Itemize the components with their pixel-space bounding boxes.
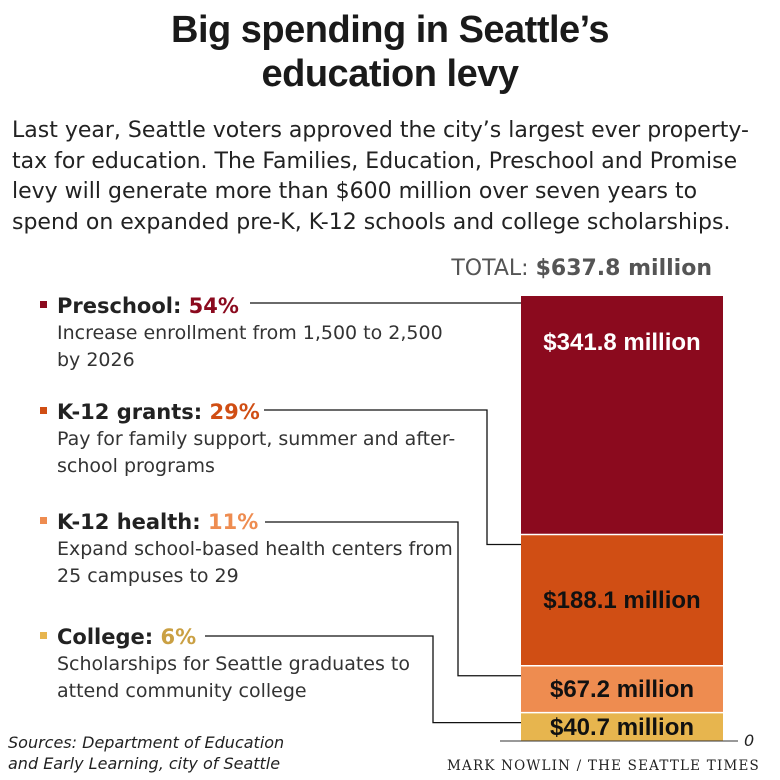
- bar-segments: [521, 296, 723, 741]
- credit-line: MARK NOWLIN / THE SEATTLE TIMES: [447, 758, 760, 774]
- zero-label: 0: [744, 731, 754, 750]
- label-college: $40.7 million: [550, 714, 694, 741]
- value-labels: $341.8 million $188.1 million $67.2 millio…: [543, 329, 700, 741]
- preschool-description: Increase enrollment from 1,500 to 2,500 …: [57, 322, 443, 371]
- k12-health-name: K-12 health:: [57, 510, 201, 534]
- k12-grants-percent: 29%: [209, 400, 260, 424]
- k12-health-bullet: [40, 516, 47, 524]
- intro-text: Last year, Seattle voters approved the c…: [12, 118, 749, 235]
- preschool-name: Preschool:: [57, 294, 182, 318]
- title-line-1: Big spending in Seattle’s: [171, 9, 609, 51]
- total-label-group: TOTAL: $637.8 million: [451, 256, 712, 281]
- category-college: College: 6% Scholarships for Seattle gra…: [40, 623, 460, 705]
- k12-grants-name: K-12 grants:: [57, 400, 203, 424]
- preschool-percent: 54%: [188, 294, 239, 318]
- bar-preschool: [521, 296, 723, 535]
- category-preschool: Preschool: 54% Increase enrollment from …: [40, 292, 460, 374]
- leader-line: [264, 409, 521, 546]
- chart-title: Big spending in Seattle’s education levy: [0, 8, 780, 96]
- total-value: $637.8 million: [535, 256, 712, 281]
- sources-note: Sources: Department of Education and Ear…: [8, 733, 285, 773]
- college-bullet: [40, 631, 47, 639]
- preschool-bullet: [40, 300, 47, 308]
- bar-college: [521, 712, 723, 741]
- college-percent: 6%: [160, 625, 197, 649]
- leader-lines: [205, 302, 521, 724]
- college-description: Scholarships for Seattle graduates to at…: [57, 653, 411, 702]
- category-k12-health: K-12 health: 11% Expand school-based hea…: [40, 508, 460, 590]
- title-line-2: education levy: [261, 53, 519, 95]
- k12-grants-bullet: [40, 406, 47, 414]
- leader-line: [265, 521, 521, 677]
- category-k12-grants: K-12 grants: 29% Pay for family support,…: [40, 398, 460, 480]
- k12-health-percent: 11%: [207, 510, 259, 534]
- label-k12-health: $67.2 million: [550, 676, 694, 703]
- baseline: 0: [500, 731, 754, 750]
- label-preschool: $341.8 million: [543, 329, 700, 356]
- leader-line: [205, 635, 521, 724]
- k12-health-description: Expand school-based health centers from …: [57, 538, 453, 587]
- label-k12-grants: $188.1 million: [543, 587, 700, 614]
- bar-k12-health: [521, 665, 723, 713]
- college-name: College:: [57, 625, 154, 649]
- bar-k12-grants: [521, 534, 723, 666]
- k12-grants-description: Pay for family support, summer and after…: [57, 428, 456, 477]
- total-label: TOTAL:: [451, 256, 529, 281]
